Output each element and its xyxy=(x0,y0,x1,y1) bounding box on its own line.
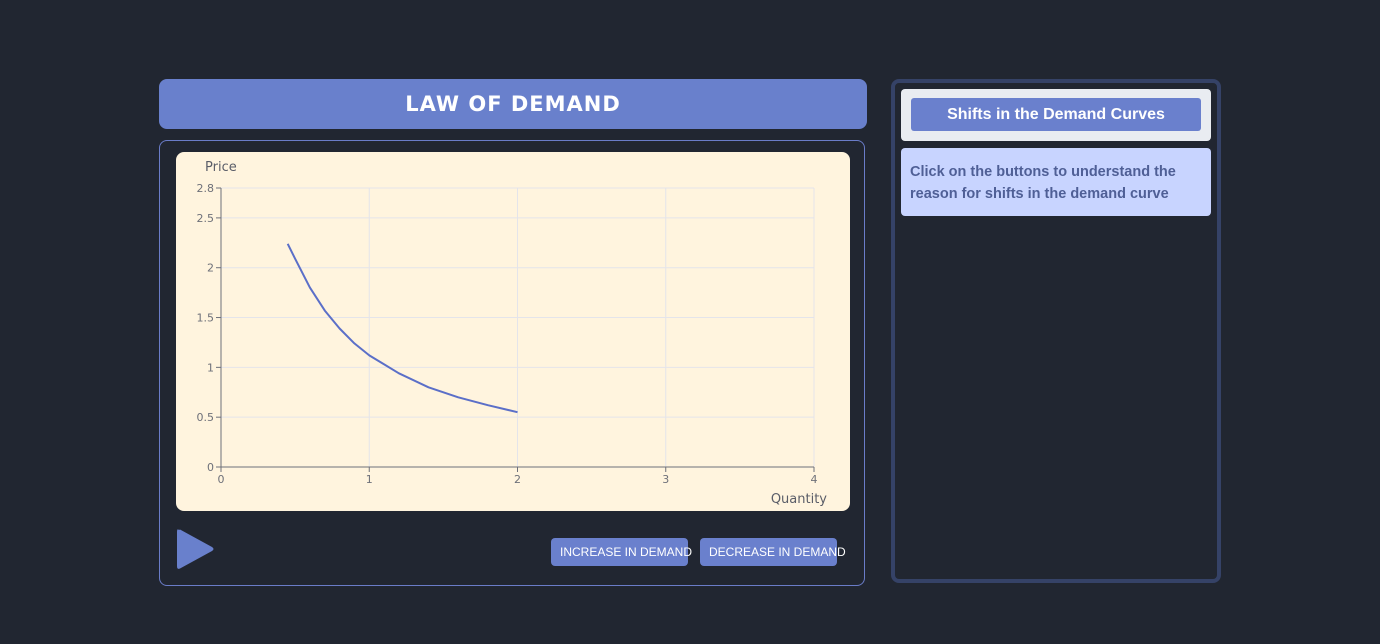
y-tick-label: 2.5 xyxy=(197,212,215,225)
decrease-demand-button[interactable]: DECREASE IN DEMAND xyxy=(700,538,846,566)
side-panel xyxy=(891,79,1221,583)
y-tick-label: 2 xyxy=(207,262,214,275)
x-tick-label: 4 xyxy=(811,473,818,486)
increase-demand-button[interactable]: INCREASE IN DEMAND xyxy=(551,538,692,566)
x-axis-label: Quantity xyxy=(771,492,827,507)
y-tick-label: 1.5 xyxy=(197,312,215,325)
play-button[interactable] xyxy=(175,526,215,572)
side-panel-header: Shifts in the Demand Curves xyxy=(901,89,1211,141)
y-tick-label: 0.5 xyxy=(197,411,215,424)
main-panel xyxy=(159,140,865,586)
x-tick-label: 1 xyxy=(366,473,373,486)
y-tick-label: 0 xyxy=(207,461,214,474)
play-icon xyxy=(177,529,214,569)
y-axis-label: Price xyxy=(205,160,237,175)
chart-area: 0 1 2 3 4 0 0.5 1 1.5 2 2.5 2.8 Price Quantity xyxy=(176,152,850,511)
demand-chart: 0 1 2 3 4 0 0.5 1 1.5 2 2.5 2.8 Price Quantity xyxy=(197,160,828,507)
title-bar: LAW OF DEMAND xyxy=(159,79,867,129)
side-panel-description: Click on the buttons to understand the r… xyxy=(901,148,1211,216)
demand-curve-line xyxy=(286,243,518,414)
x-tick-label: 3 xyxy=(662,473,669,486)
x-tick-label: 2 xyxy=(514,473,521,486)
y-tick-label: 2.8 xyxy=(197,182,215,195)
page-title: LAW OF DEMAND xyxy=(405,92,621,116)
x-tick-label: 0 xyxy=(218,473,225,486)
side-panel-title: Shifts in the Demand Curves xyxy=(911,98,1201,131)
y-tick-label: 1 xyxy=(207,361,214,374)
